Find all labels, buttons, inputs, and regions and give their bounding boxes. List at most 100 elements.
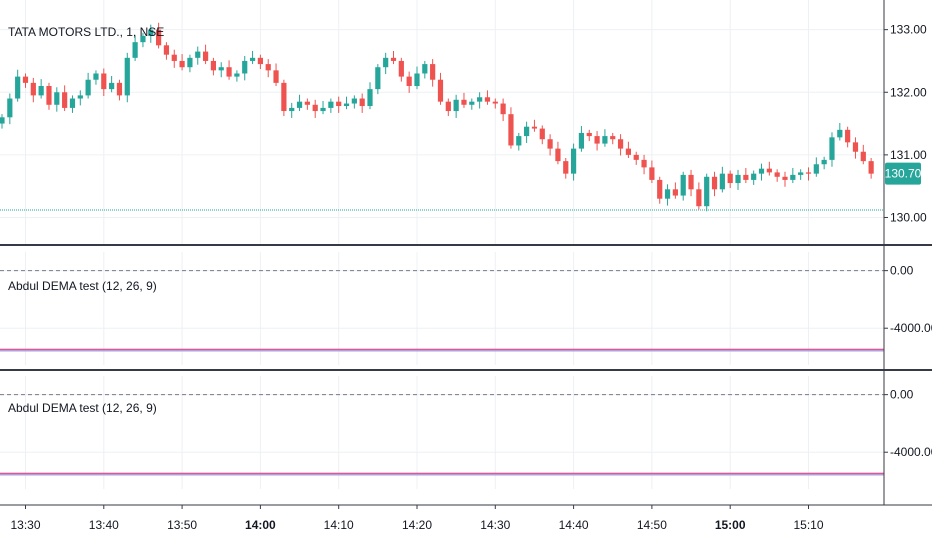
indicator-2-axis[interactable]: 0.00 -4000.00	[884, 388, 932, 460]
candle[interactable]	[445, 98, 451, 117]
candle[interactable]	[837, 122, 843, 141]
candle[interactable]	[758, 163, 765, 181]
candle[interactable]	[570, 143, 577, 181]
candle[interactable]	[782, 171, 788, 187]
indicator-1-axis[interactable]: 0.00 -4000.00	[884, 264, 932, 336]
candle[interactable]	[249, 50, 256, 65]
candle[interactable]	[383, 52, 389, 75]
candle[interactable]	[711, 171, 718, 197]
candle[interactable]	[610, 132, 616, 145]
candle[interactable]	[508, 107, 514, 149]
candle[interactable]	[547, 134, 553, 156]
candle[interactable]	[641, 154, 647, 175]
candle[interactable]	[586, 129, 592, 142]
candle[interactable]	[414, 66, 420, 90]
candle[interactable]	[148, 24, 154, 43]
candle[interactable]	[242, 55, 248, 81]
candle[interactable]	[328, 98, 334, 113]
candle[interactable]	[492, 98, 498, 109]
candle[interactable]	[633, 151, 639, 165]
candle[interactable]	[437, 72, 444, 105]
candle[interactable]	[93, 70, 99, 85]
candle[interactable]	[281, 79, 287, 117]
candle[interactable]	[265, 59, 271, 78]
candle[interactable]	[398, 57, 404, 82]
candle[interactable]	[195, 46, 201, 65]
candle[interactable]	[743, 168, 749, 184]
candle[interactable]	[649, 160, 655, 184]
candle[interactable]	[359, 93, 365, 113]
candle[interactable]	[539, 125, 545, 145]
candle[interactable]	[524, 121, 530, 143]
candle[interactable]	[171, 49, 177, 68]
candle[interactable]	[625, 141, 631, 158]
candle[interactable]	[531, 119, 538, 132]
candle[interactable]	[7, 93, 13, 125]
candle[interactable]	[69, 95, 76, 113]
candle[interactable]	[453, 94, 459, 118]
candle[interactable]	[555, 141, 561, 165]
candle[interactable]	[304, 98, 310, 110]
candle[interactable]	[563, 158, 569, 179]
candle[interactable]	[821, 156, 827, 170]
candle[interactable]	[469, 98, 475, 110]
candle[interactable]	[187, 54, 193, 73]
candle[interactable]	[46, 82, 52, 110]
candle[interactable]	[124, 52, 130, 103]
candle[interactable]	[62, 85, 68, 112]
candle[interactable]	[704, 173, 710, 212]
candle[interactable]	[727, 170, 733, 189]
candle[interactable]	[132, 35, 138, 61]
candle[interactable]	[602, 129, 608, 147]
candle[interactable]	[805, 167, 812, 181]
candle[interactable]	[751, 170, 757, 185]
price-axis[interactable]: 130.00 131.00 132.00 133.00	[884, 23, 927, 225]
candle[interactable]	[798, 169, 804, 180]
candle[interactable]	[109, 75, 115, 93]
candle[interactable]	[257, 54, 263, 70]
candle[interactable]	[422, 60, 428, 79]
candle[interactable]	[664, 184, 671, 206]
candle[interactable]	[296, 94, 303, 112]
candle[interactable]	[461, 92, 467, 108]
candle[interactable]	[578, 126, 585, 152]
candle[interactable]	[140, 32, 146, 48]
candle[interactable]	[179, 54, 185, 71]
candle[interactable]	[430, 59, 436, 87]
candle[interactable]	[406, 71, 412, 93]
candle[interactable]	[617, 134, 624, 156]
candle[interactable]	[516, 132, 522, 151]
candle[interactable]	[657, 176, 663, 204]
candle[interactable]	[766, 161, 772, 176]
candle[interactable]	[163, 42, 170, 60]
candle[interactable]	[790, 168, 796, 184]
price-pane[interactable]: TATA MOTORS LTD., 1, NSE 130.00 131.00 132…	[0, 0, 927, 244]
candle[interactable]	[22, 73, 29, 88]
candle[interactable]	[672, 182, 678, 199]
candle[interactable]	[484, 90, 491, 105]
candle[interactable]	[845, 126, 851, 148]
candle[interactable]	[688, 169, 694, 197]
candle[interactable]	[868, 158, 874, 179]
indicator-pane-2[interactable]: Abdul DEMA test (12, 26, 9) 0.00 -4000.00	[0, 376, 932, 489]
candle[interactable]	[289, 102, 295, 118]
candle[interactable]	[312, 99, 318, 118]
candle[interactable]	[38, 79, 44, 99]
candle[interactable]	[101, 68, 107, 97]
candle[interactable]	[719, 166, 725, 193]
time-axis[interactable]: 13:30 13:40 13:50 14:00 14:10 14:20 14:30 14:40…	[10, 505, 824, 532]
candle[interactable]	[594, 131, 600, 151]
candle[interactable]	[218, 62, 224, 78]
candle[interactable]	[477, 92, 483, 109]
candle[interactable]	[336, 96, 342, 113]
candle[interactable]	[15, 69, 21, 102]
price-candles[interactable]	[0, 22, 874, 212]
candle[interactable]	[696, 182, 702, 210]
candle[interactable]	[30, 77, 36, 103]
candle[interactable]	[367, 82, 373, 110]
candle[interactable]	[390, 50, 397, 65]
candle[interactable]	[774, 169, 780, 182]
candle[interactable]	[85, 72, 91, 99]
indicator-pane-1[interactable]: Abdul DEMA test (12, 26, 9) 0.00 -4000.00	[0, 252, 932, 365]
